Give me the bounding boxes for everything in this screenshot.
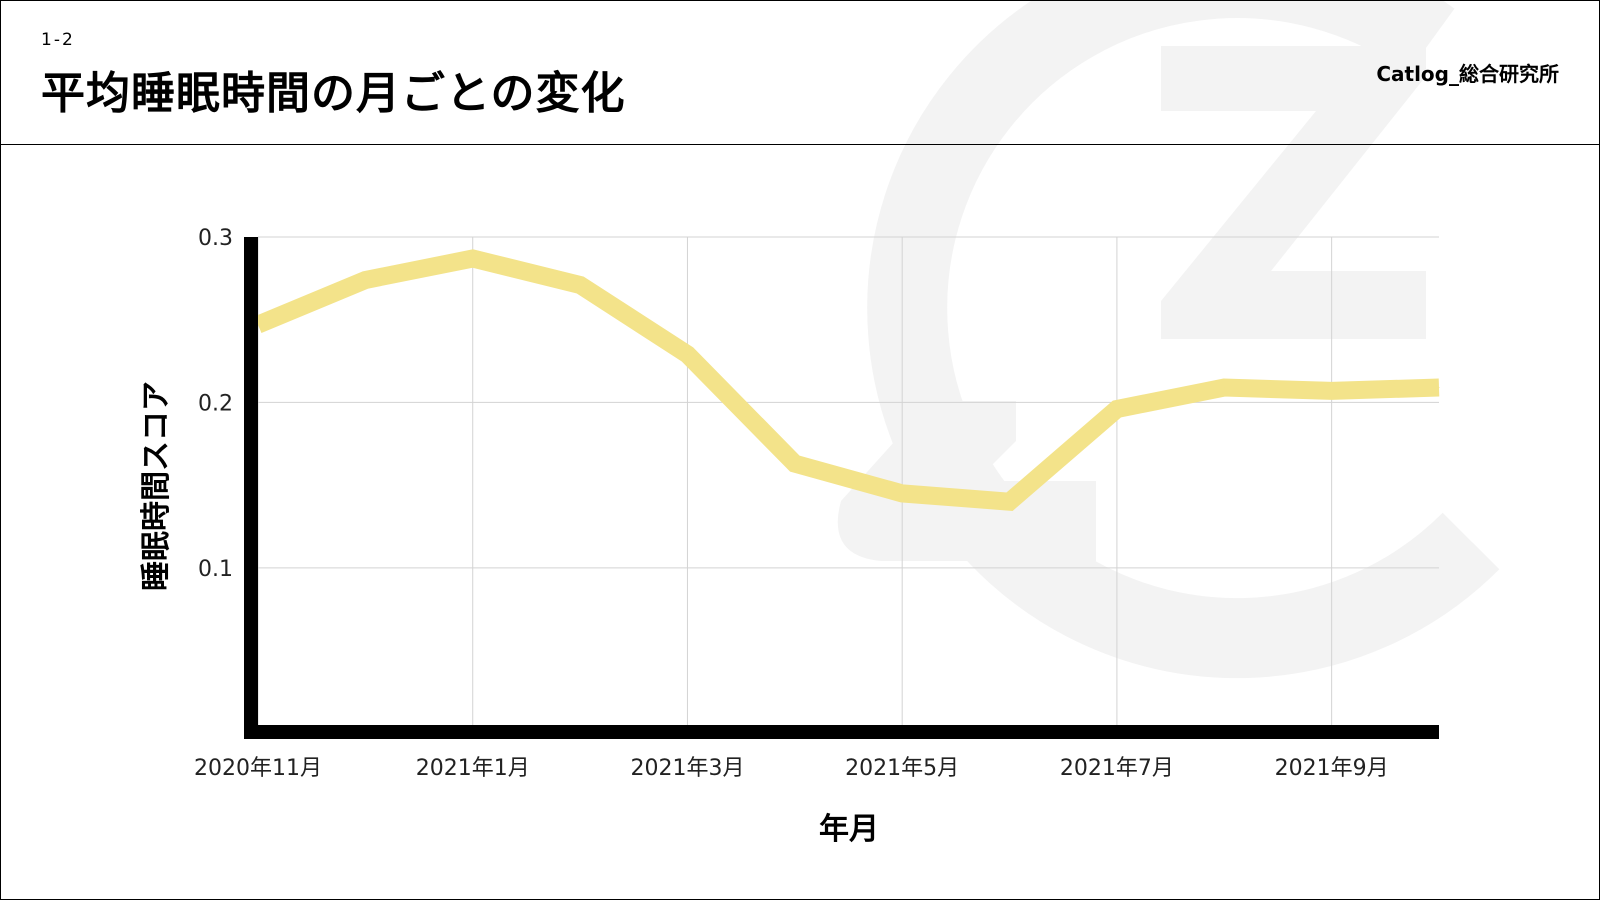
- data-point: [901, 492, 903, 494]
- x-tick-label: 2021年9月: [1275, 756, 1389, 781]
- x-axis-title: 年月: [819, 812, 879, 847]
- x-tick-label: 2021年7月: [1060, 756, 1174, 781]
- slide-title: 平均睡眠時間の月ごとの変化: [41, 68, 626, 119]
- x-tick-label: 2021年3月: [630, 756, 744, 781]
- horizontal-gridlines: [258, 236, 1439, 569]
- x-tick-label: 2021年1月: [416, 756, 530, 781]
- data-point: [1223, 387, 1225, 389]
- data-point: [1438, 387, 1440, 389]
- brand-logo-text: Catlog_総合研究所: [1376, 62, 1559, 86]
- data-point: [579, 284, 581, 286]
- y-tick-label: 0.2: [198, 391, 233, 416]
- data-point: [472, 258, 474, 260]
- y-tick-labels: 0.1 0.2 0.3: [198, 226, 233, 582]
- x-tick-label: 2021年5月: [845, 756, 959, 781]
- y-tick-label: 0.3: [198, 226, 233, 251]
- vertical-gridlines: [257, 237, 1333, 725]
- data-point: [1116, 408, 1118, 410]
- series-line: [254, 249, 1440, 511]
- x-tick-label: 2020年11月: [194, 756, 322, 781]
- data-point: [1009, 501, 1011, 503]
- slide-number: 1-2: [41, 30, 75, 50]
- data-point: [794, 463, 796, 465]
- data-point: [364, 279, 366, 281]
- data-point: [1331, 390, 1333, 392]
- x-tick-labels: 2020年11月 2021年1月 2021年3月 2021年5月 2021年7月 2021…: [194, 756, 1389, 781]
- y-tick-label: 0.1: [198, 557, 233, 582]
- series-layer: [254, 249, 1440, 511]
- slide-header: 1-2 平均睡眠時間の月ごとの変化 Catlog_総合研究所: [1, 1, 1599, 145]
- data-point: [686, 353, 688, 355]
- y-axis-title: 睡眠時間スコア: [139, 381, 174, 591]
